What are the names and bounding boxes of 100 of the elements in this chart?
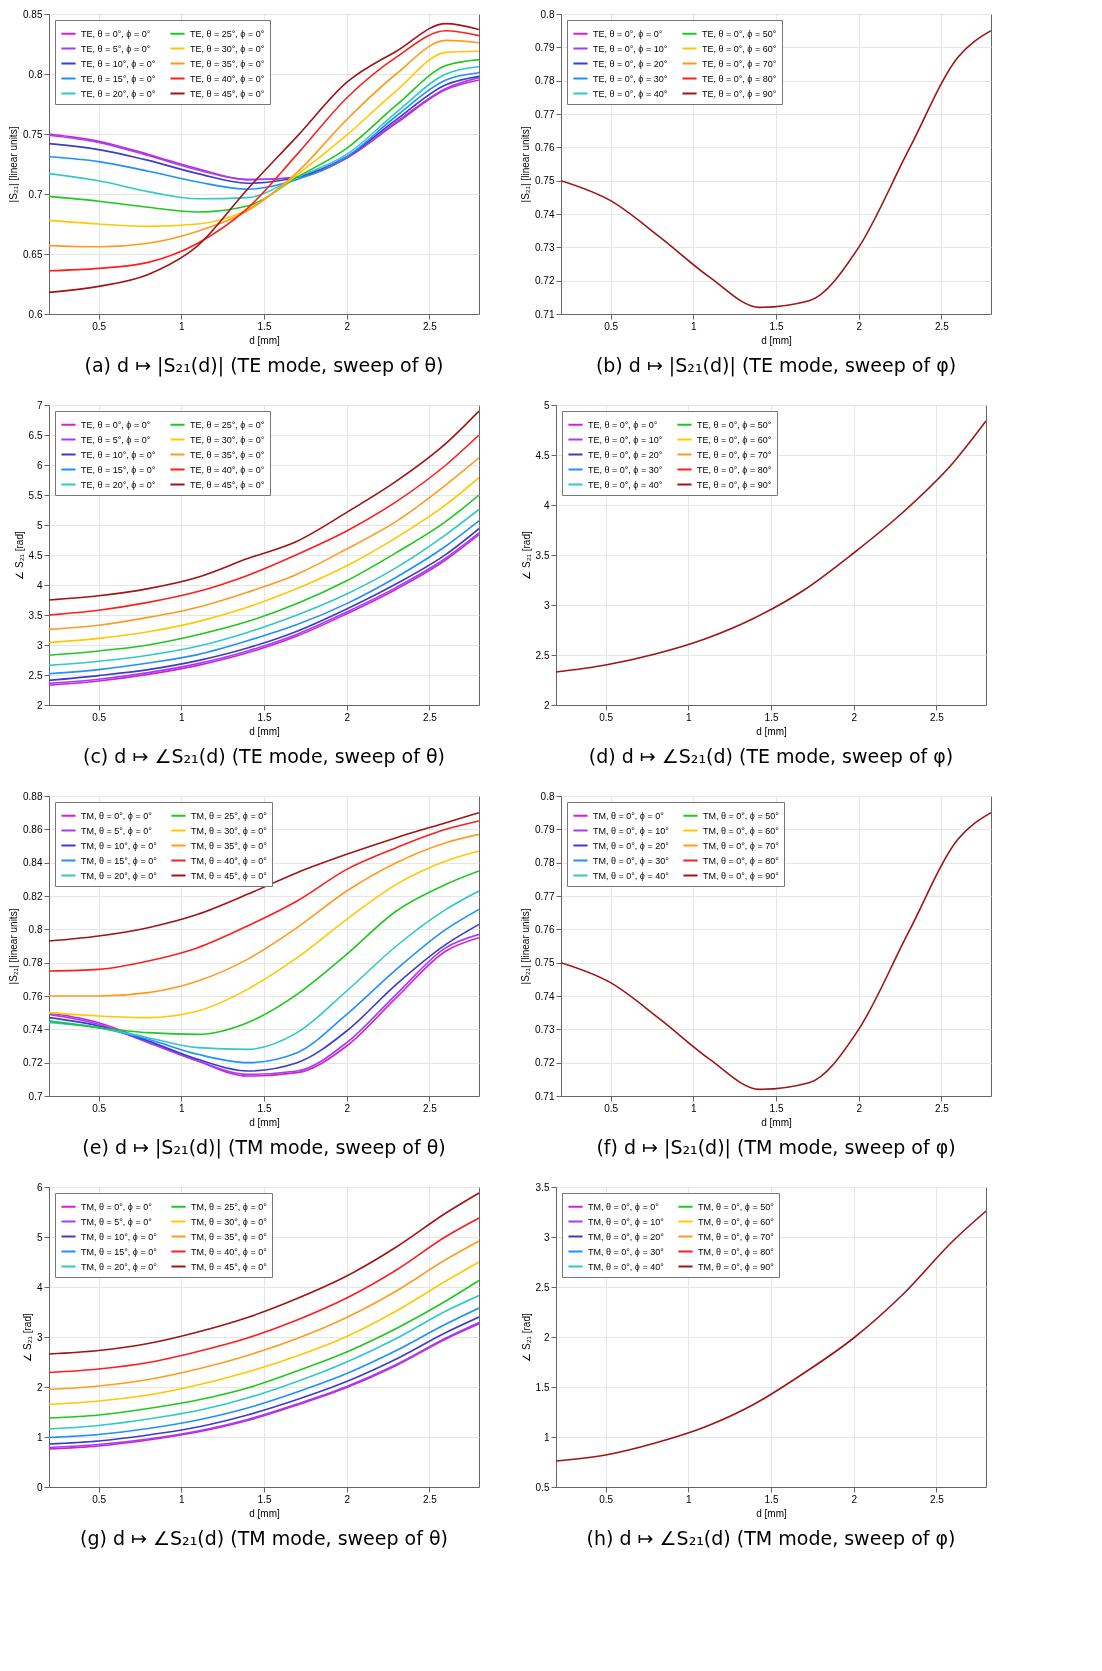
text: (a) d ↦ |S₂₁(d)| (TE mode, sweep of θ)	[84, 354, 444, 377]
legend-label: TE, θ = 10°, ϕ = 0°	[81, 58, 156, 69]
text: (e) d ↦ |S₂₁(d)| (TM mode, sweep of θ)	[82, 1136, 446, 1159]
y-tick-label: 0.77	[535, 890, 555, 902]
legend-label: TM, θ = 20°, ϕ = 0°	[81, 870, 158, 881]
x-tick-label: 2.5	[422, 1493, 438, 1505]
legend-label: TE, θ = 10°, ϕ = 0°	[81, 449, 156, 460]
legend-label: TE, θ = 15°, ϕ = 0°	[81, 464, 156, 475]
y-tick-label: 0.74	[535, 990, 555, 1002]
x-tick-label: 1.5	[257, 1102, 272, 1114]
x-tick-label: 1	[179, 1493, 186, 1505]
legend-label: TM, θ = 0°, ϕ = 60°	[698, 1216, 775, 1227]
y-axis-title: |S₂₁| [linear units]	[8, 908, 20, 985]
x-tick-label: 2.5	[934, 320, 950, 332]
x-tick-label: 1.5	[764, 711, 779, 723]
legend-label: TM, θ = 0°, ϕ = 0°	[593, 810, 665, 821]
text: (b) d ↦ |S₂₁(d)| (TE mode, sweep of φ)	[595, 354, 957, 377]
y-tick-label: 0.84	[23, 857, 43, 869]
y-tick-label: 0.77	[535, 108, 555, 120]
legend-label: TE, θ = 0°, ϕ = 20°	[593, 58, 668, 69]
text: (c) d ↦ ∠S₂₁(d) (TE mode, sweep of θ)	[83, 745, 445, 767]
x-axis-title: d [mm]	[756, 1507, 787, 1519]
legend-label: TM, θ = 0°, ϕ = 70°	[703, 840, 780, 851]
legend-label: TE, θ = 0°, ϕ = 0°	[588, 419, 658, 430]
legend-label: TE, θ = 35°, ϕ = 0°	[190, 58, 265, 69]
y-tick-label: 4	[543, 499, 550, 511]
x-tick-label: 0.5	[92, 320, 107, 332]
x-tick-label: 2.5	[422, 711, 438, 723]
y-tick-label: 4	[36, 1281, 43, 1293]
line-series	[49, 434, 479, 616]
line-series	[561, 29, 991, 309]
legend-label: TE, θ = 40°, ϕ = 0°	[190, 73, 265, 84]
y-tick-label: 0.7	[28, 188, 43, 200]
legend-label: TM, θ = 0°, ϕ = 40°	[588, 1261, 665, 1272]
x-tick-label: 1	[179, 711, 186, 723]
legend-label: TM, θ = 15°, ϕ = 0°	[81, 1246, 158, 1257]
legend-label: TM, θ = 10°, ϕ = 0°	[81, 1231, 158, 1242]
legend-label: TE, θ = 0°, ϕ = 80°	[702, 73, 777, 84]
y-tick-label: 5.5	[28, 489, 43, 501]
legend-label: TE, θ = 45°, ϕ = 0°	[190, 479, 265, 490]
x-axis-title: d [mm]	[761, 334, 792, 346]
legend-label: TM, θ = 0°, ϕ = 30°	[593, 855, 670, 866]
y-tick-label: 0.76	[535, 923, 555, 935]
text: (h) d ↦ ∠S₂₁(d) (TM mode, sweep of φ)	[586, 1527, 956, 1549]
legend-label: TE, θ = 5°, ϕ = 0°	[81, 434, 151, 445]
x-tick-label: 0.5	[599, 1493, 614, 1505]
legend-label: TE, θ = 0°, ϕ = 70°	[702, 58, 777, 69]
x-tick-label: 1.5	[769, 320, 784, 332]
y-tick-label: 3.5	[28, 609, 43, 621]
legend-label: TE, θ = 20°, ϕ = 0°	[81, 479, 156, 490]
legend-label: TM, θ = 0°, ϕ = 10°	[593, 825, 670, 836]
y-tick-label: 2	[543, 699, 550, 711]
legend-label: TE, θ = 35°, ϕ = 0°	[190, 449, 265, 460]
legend-label: TE, θ = 5°, ϕ = 0°	[81, 43, 151, 54]
y-tick-label: 4	[36, 579, 43, 591]
y-tick-label: 0.75	[23, 128, 43, 140]
text: (g) d ↦ ∠S₂₁(d) (TM mode, sweep of θ)	[80, 1527, 448, 1549]
line-series	[49, 1217, 479, 1374]
y-tick-label: 3	[543, 599, 550, 611]
x-tick-label: 1.5	[764, 1493, 779, 1505]
legend-label: TM, θ = 25°, ϕ = 0°	[191, 810, 268, 821]
legend-label: TE, θ = 0°, ϕ = 80°	[697, 464, 772, 475]
y-axis-title: ∠ S₂₁ [rad]	[21, 1313, 33, 1362]
y-tick-label: 0.74	[535, 208, 555, 220]
y-tick-label: 2.5	[28, 669, 43, 681]
y-tick-label: 0.78	[23, 957, 43, 969]
y-tick-label: 3	[36, 1331, 43, 1343]
legend-label: TM, θ = 5°, ϕ = 0°	[81, 825, 153, 836]
y-tick-label: 0.76	[535, 141, 555, 153]
y-tick-label: 3	[543, 1231, 550, 1243]
legend-label: TM, θ = 45°, ϕ = 0°	[191, 1261, 268, 1272]
legend-label: TM, θ = 0°, ϕ = 50°	[698, 1201, 775, 1212]
y-tick-label: 0.71	[535, 308, 555, 320]
legend-label: TM, θ = 30°, ϕ = 0°	[191, 1216, 268, 1227]
y-tick-label: 3.5	[535, 1181, 550, 1193]
y-tick-label: 4.5	[28, 549, 43, 561]
y-tick-label: 0.82	[23, 890, 43, 902]
y-tick-label: 0.79	[535, 823, 555, 835]
legend-label: TE, θ = 0°, ϕ = 90°	[702, 88, 777, 99]
y-tick-label: 1	[543, 1431, 550, 1443]
x-tick-label: 1.5	[257, 1493, 272, 1505]
line-series	[49, 870, 479, 1036]
x-axis-title: d [mm]	[249, 334, 280, 346]
y-tick-label: 0.72	[535, 275, 555, 287]
line-series	[49, 850, 479, 1019]
legend-label: TM, θ = 25°, ϕ = 0°	[191, 1201, 268, 1212]
y-tick-label: 2	[543, 1331, 550, 1343]
x-tick-label: 1.5	[257, 711, 272, 723]
x-tick-label: 2	[344, 320, 351, 332]
x-tick-label: 2.5	[929, 1493, 945, 1505]
x-tick-label: 1	[179, 1102, 186, 1114]
x-tick-label: 2.5	[934, 1102, 950, 1114]
legend-label: TM, θ = 35°, ϕ = 0°	[191, 1231, 268, 1242]
y-axis-title: ∠ S₂₁ [rad]	[520, 531, 532, 580]
legend-label: TE, θ = 30°, ϕ = 0°	[190, 43, 265, 54]
line-series	[49, 811, 479, 942]
legend-label: TE, θ = 0°, ϕ = 0°	[81, 419, 151, 430]
legend-label: TE, θ = 0°, ϕ = 50°	[702, 28, 777, 39]
x-tick-label: 0.5	[92, 1102, 107, 1114]
legend-label: TM, θ = 0°, ϕ = 0°	[81, 1201, 153, 1212]
